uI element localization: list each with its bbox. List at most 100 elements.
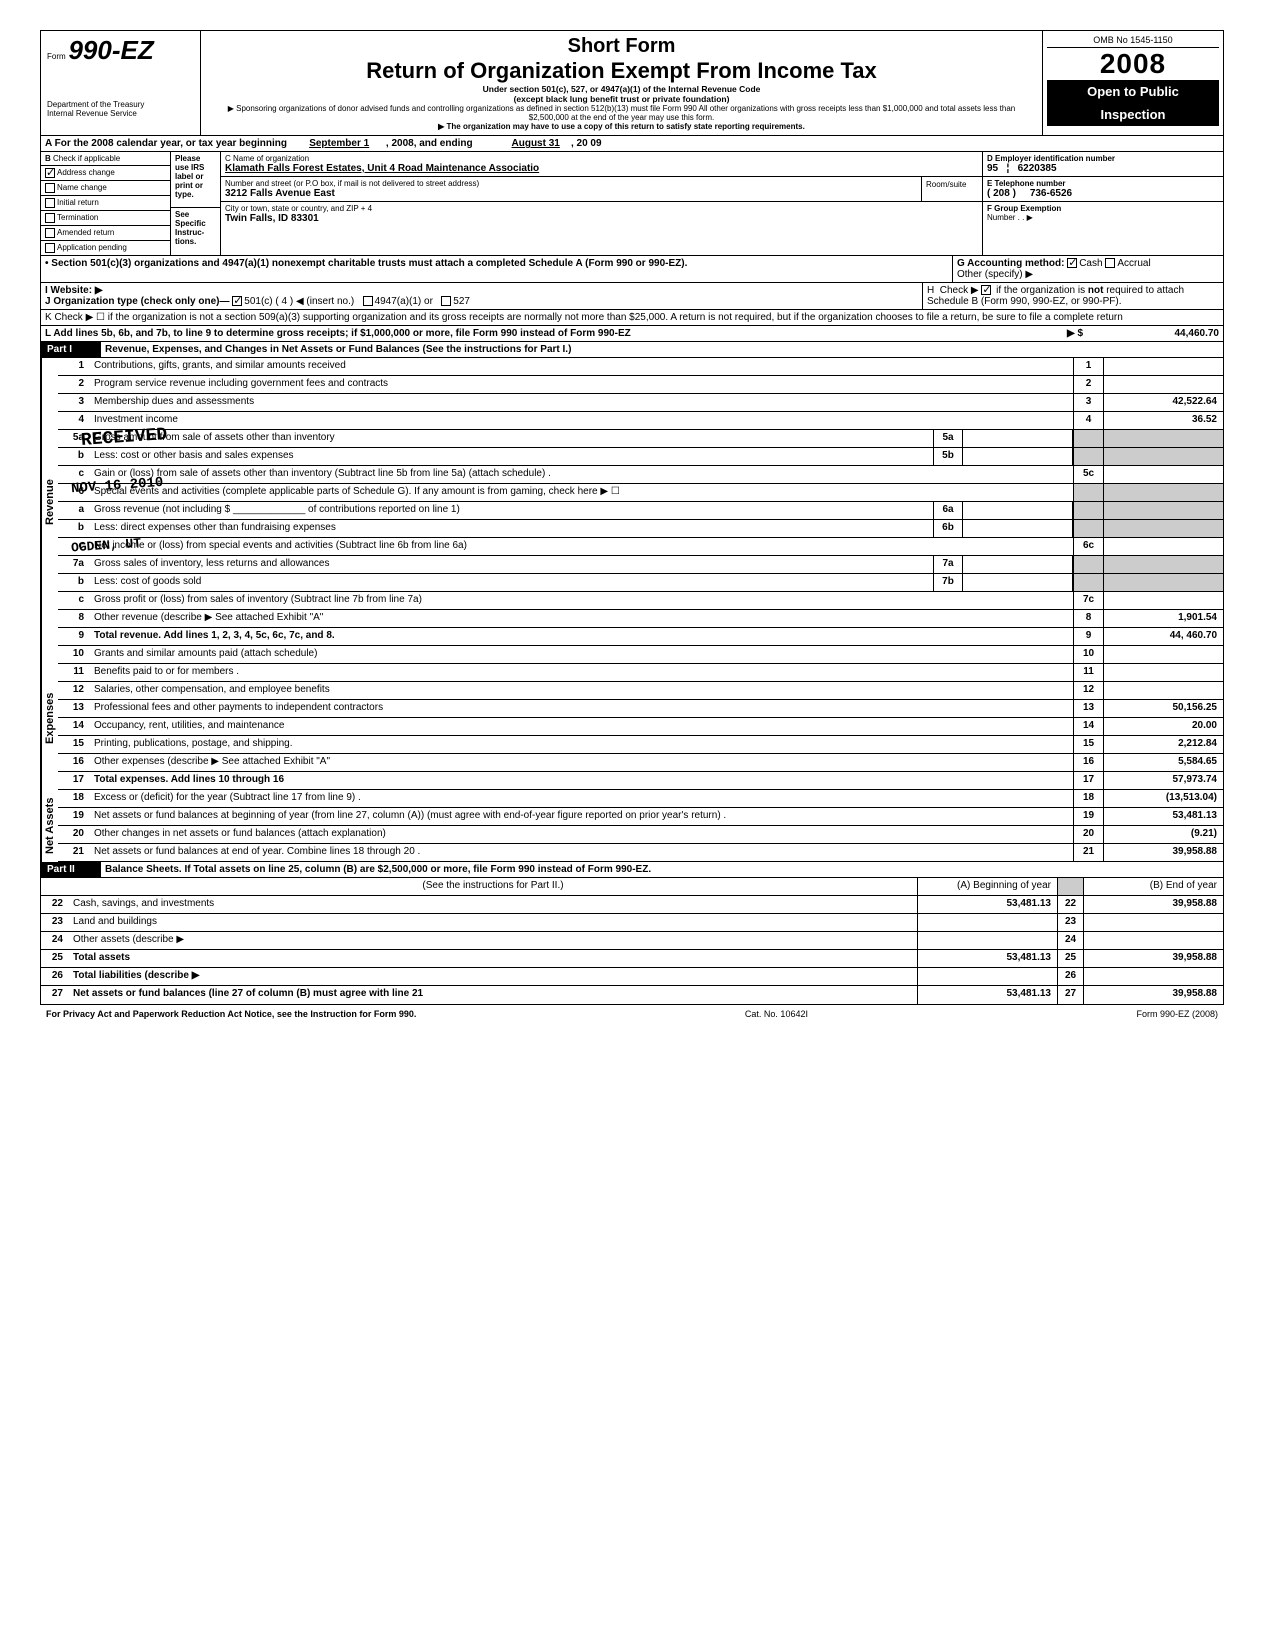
i-website: I Website: ▶ (45, 285, 918, 296)
line-1-amt (1103, 358, 1223, 375)
chk-cash[interactable] (1067, 258, 1077, 268)
subtitle-4: ▶ The organization may have to use a cop… (209, 122, 1034, 131)
line-20-amt: (9.21) (1103, 826, 1223, 843)
line-a-mid: , 2008, and ending (386, 138, 473, 149)
city-label: City or town, state or country, and ZIP … (225, 204, 978, 213)
chk-amended[interactable]: Amended return (41, 226, 170, 241)
line-a-yr: , 20 09 (571, 138, 602, 149)
form-header: Form 990-EZ Department of the Treasury I… (41, 31, 1223, 136)
line-17-desc: Total expenses. Add lines 10 through 16 (90, 772, 1073, 789)
city-state-zip: Twin Falls, ID 83301 (225, 213, 978, 224)
line-7c-amt (1103, 592, 1223, 609)
room-label: Room/suite (926, 180, 966, 189)
line-5c-desc: Gain or (loss) from sale of assets other… (90, 466, 1073, 483)
footer-cat: Cat. No. 10642I (745, 1009, 808, 1019)
line-14-amt: 20.00 (1103, 718, 1223, 735)
section-b-label: B (45, 154, 51, 163)
revenue-section: Revenue 1Contributions, gifts, grants, a… (41, 358, 1223, 646)
line-a-text: A For the 2008 calendar year, or tax yea… (45, 138, 287, 149)
line-9-amt: 44, 460.70 (1103, 628, 1223, 645)
chk-501c[interactable] (232, 296, 242, 306)
line-25-a: 53,481.13 (917, 950, 1057, 967)
line-6b-desc: Less: direct expenses other than fundrai… (90, 520, 933, 537)
line-21-desc: Net assets or fund balances at end of ye… (90, 844, 1073, 861)
l-amount: 44,460.70 (1103, 326, 1223, 341)
j-label: J Organization type (check only one)— (45, 296, 229, 307)
f-label: F Group Exemption (987, 204, 1219, 213)
please-label: Please use IRS label or print or type. (171, 152, 220, 208)
part-1-label: Part I (41, 342, 101, 357)
h-text: H Check ▶ if the organization is not req… (927, 285, 1184, 307)
line-3-desc: Membership dues and assessments (90, 394, 1073, 411)
line-19-amt: 53,481.13 (1103, 808, 1223, 825)
irs: Internal Revenue Service (47, 109, 194, 118)
form-990ez: Form 990-EZ Department of the Treasury I… (40, 30, 1224, 1005)
line-21-amt: 39,958.88 (1103, 844, 1223, 861)
e-label: E Telephone number (987, 179, 1219, 188)
line-26-b (1083, 968, 1223, 985)
line-16-desc: Other expenses (describe ▶ See attached … (90, 754, 1073, 771)
chk-schedule-b[interactable] (981, 285, 991, 295)
line-1-desc: Contributions, gifts, grants, and simila… (90, 358, 1073, 375)
see-specific: See Specific Instruc-tions. (171, 208, 220, 248)
chk-name-change[interactable]: Name change (41, 181, 170, 196)
line-18-amt: (13,513.04) (1103, 790, 1223, 807)
line-20-desc: Other changes in net assets or fund bala… (90, 826, 1073, 843)
footer-privacy: For Privacy Act and Paperwork Reduction … (46, 1009, 416, 1019)
chk-accrual[interactable] (1105, 258, 1115, 268)
expenses-side-label: Expenses (41, 646, 58, 790)
f-label-2: Number . . ▶ (987, 213, 1219, 222)
line-8-amt: 1,901.54 (1103, 610, 1223, 627)
omb-number: OMB No 1545-1150 (1047, 35, 1219, 48)
line-26-desc: Total liabilities (describe ▶ (69, 968, 917, 985)
line-24-a (917, 932, 1057, 949)
line-27-a: 53,481.13 (917, 986, 1057, 1004)
line-6c-amt (1103, 538, 1223, 555)
line-11-desc: Benefits paid to or for members . (90, 664, 1073, 681)
part-2-title: Balance Sheets. If Total assets on line … (101, 862, 1223, 877)
line-5a-desc: Gross amount from sale of assets other t… (90, 430, 933, 447)
form-label: Form (47, 52, 66, 61)
chk-termination[interactable]: Termination (41, 211, 170, 226)
chk-app-pending[interactable]: Application pending (41, 241, 170, 255)
line-22-b: 39,958.88 (1083, 896, 1223, 913)
line-24-b (1083, 932, 1223, 949)
line-7c-desc: Gross profit or (loss) from sales of inv… (90, 592, 1073, 609)
line-27-desc: Net assets or fund balances (line 27 of … (69, 986, 917, 1004)
entity-block: B Check if applicable Address change Nam… (41, 152, 1223, 256)
line-a: A For the 2008 calendar year, or tax yea… (41, 136, 1223, 152)
short-form-title: Short Form (209, 35, 1034, 58)
line-24-desc: Other assets (describe ▶ (69, 932, 917, 949)
l-text: L Add lines 5b, 6b, and 7b, to line 9 to… (45, 328, 631, 339)
chk-initial-return[interactable]: Initial return (41, 196, 170, 211)
line-7a-desc: Gross sales of inventory, less returns a… (90, 556, 933, 573)
line-25-b: 39,958.88 (1083, 950, 1223, 967)
org-name: Klamath Falls Forest Estates, Unit 4 Roa… (225, 163, 978, 174)
line-8-desc: Other revenue (describe ▶ See attached E… (90, 610, 1073, 627)
line-5c-amt (1103, 466, 1223, 483)
k-text: K Check ▶ ☐ if the organization is not a… (41, 310, 1127, 325)
line-23-b (1083, 914, 1223, 931)
subtitle-2: (except black lung benefit trust or priv… (209, 94, 1034, 104)
chk-address-change[interactable]: Address change (41, 166, 170, 181)
line-23-desc: Land and buildings (69, 914, 917, 931)
line-10-amt (1103, 646, 1223, 663)
tax-year: 2008 (1047, 48, 1219, 80)
net-assets-side-label: Net Assets (41, 790, 58, 862)
chk-4947[interactable] (363, 296, 373, 306)
footer-form: Form 990-EZ (2008) (1136, 1009, 1218, 1019)
line-15-amt: 2,212.84 (1103, 736, 1223, 753)
line-3-amt: 42,522.64 (1103, 394, 1223, 411)
open-public-1: Open to Public (1047, 80, 1219, 103)
chk-527[interactable] (441, 296, 451, 306)
part-2-label: Part II (41, 862, 101, 877)
g-label: G Accounting method: (957, 258, 1064, 269)
l-row: L Add lines 5b, 6b, and 7b, to line 9 to… (41, 326, 1223, 342)
line-19-desc: Net assets or fund balances at beginning… (90, 808, 1073, 825)
phone-area: ( 208 ) (987, 188, 1016, 199)
net-assets-section: Net Assets 18Excess or (deficit) for the… (41, 790, 1223, 862)
see-instructions-p2: (See the instructions for Part II.) (69, 878, 917, 895)
c-label: C Name of organization (225, 154, 978, 163)
line-6-desc: Special events and activities (complete … (90, 484, 1073, 501)
revenue-side-label: Revenue (41, 358, 58, 646)
